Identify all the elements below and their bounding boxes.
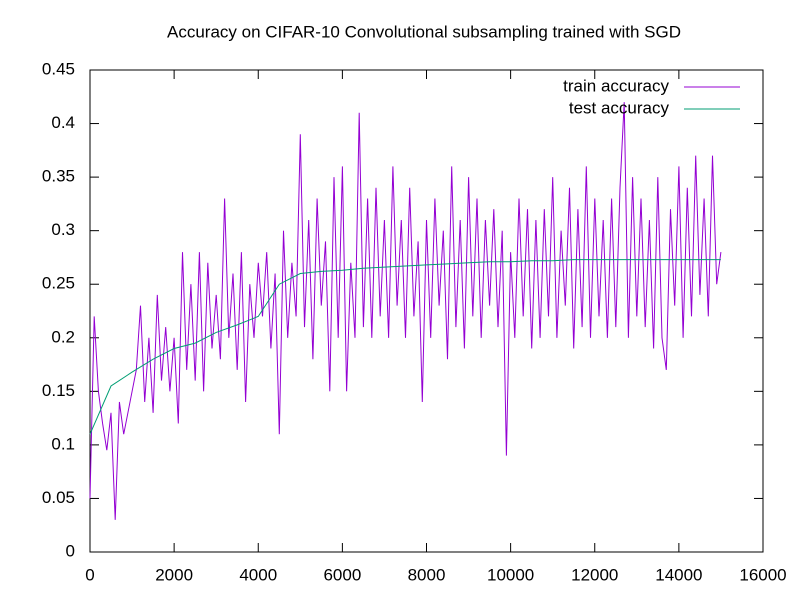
series-line	[89, 259, 721, 435]
y-tick-label: 0	[66, 541, 75, 560]
chart-title: Accuracy on CIFAR-10 Convolutional subsa…	[167, 22, 681, 41]
y-tick-label: 0.3	[51, 220, 75, 239]
x-tick-label: 4000	[239, 565, 277, 584]
y-tick-label: 0.1	[51, 434, 75, 453]
y-tick-label: 0.2	[51, 327, 75, 346]
x-tick-label: 14000	[655, 565, 702, 584]
legend-label: test accuracy	[569, 98, 670, 117]
y-tick-label: 0.15	[42, 381, 75, 400]
legend-label: train accuracy	[563, 76, 669, 95]
y-tick-label: 0.05	[42, 488, 75, 507]
y-tick-label: 0.45	[42, 59, 75, 78]
x-tick-label: 16000	[739, 565, 786, 584]
x-tick-label: 8000	[408, 565, 446, 584]
y-tick-label: 0.25	[42, 274, 75, 293]
x-tick-label: 0	[85, 565, 94, 584]
series-line	[89, 102, 722, 520]
plot-frame	[89, 69, 764, 553]
x-tick-label: 2000	[155, 565, 193, 584]
y-tick-label: 0.35	[42, 167, 75, 186]
y-tick-label: 0.4	[51, 113, 75, 132]
x-tick-label: 10000	[487, 565, 534, 584]
x-tick-label: 12000	[571, 565, 618, 584]
x-tick-label: 6000	[323, 565, 361, 584]
